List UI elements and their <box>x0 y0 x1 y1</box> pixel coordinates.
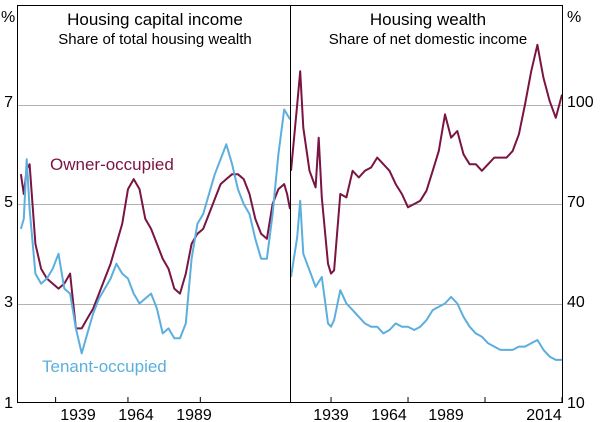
right-y-tick-label: 40 <box>567 294 585 311</box>
left-y-tick-label: 3 <box>4 294 13 311</box>
right-owner-occupied-series-line <box>290 43 563 275</box>
right-y-tick-label: 10 <box>567 395 585 412</box>
left-y-tick-label: 5 <box>4 194 13 211</box>
right-y-tick-label: 100 <box>567 94 594 111</box>
left-tenant-occupied-series-line <box>19 108 291 355</box>
series-lines <box>19 43 563 361</box>
owner-occupied-label: Owner-occupied <box>50 155 174 174</box>
left-owner-occupied-series-line <box>19 163 291 330</box>
left-axis-unit: % <box>1 9 15 26</box>
right-y-tick-label: 70 <box>567 194 585 211</box>
left-y-tick-label: 1 <box>4 395 13 412</box>
left-x-tick-label: 1939 <box>60 407 96 422</box>
left-panel-title: Housing capital income <box>67 10 243 29</box>
right-tenant-occupied-series-line <box>290 199 562 361</box>
tenant-occupied-label: Tenant-occupied <box>42 357 167 376</box>
left-x-tick-label: 1989 <box>176 407 212 422</box>
left-x-tick-label: 1964 <box>118 407 154 422</box>
right-panel-subtitle: Share of net domestic income <box>329 31 527 48</box>
left-panel-subtitle: Share of total housing wealth <box>58 31 251 48</box>
left-y-tick-label: 7 <box>4 94 13 111</box>
right-x-tick-label: 1989 <box>428 407 464 422</box>
right-axis-unit: % <box>567 9 581 26</box>
right-x-tick-label: 1964 <box>371 407 407 422</box>
right-panel-title: Housing wealth <box>370 10 486 29</box>
right-x-tick-label: 2014 <box>526 407 562 422</box>
right-x-tick-label: 1939 <box>313 407 349 422</box>
